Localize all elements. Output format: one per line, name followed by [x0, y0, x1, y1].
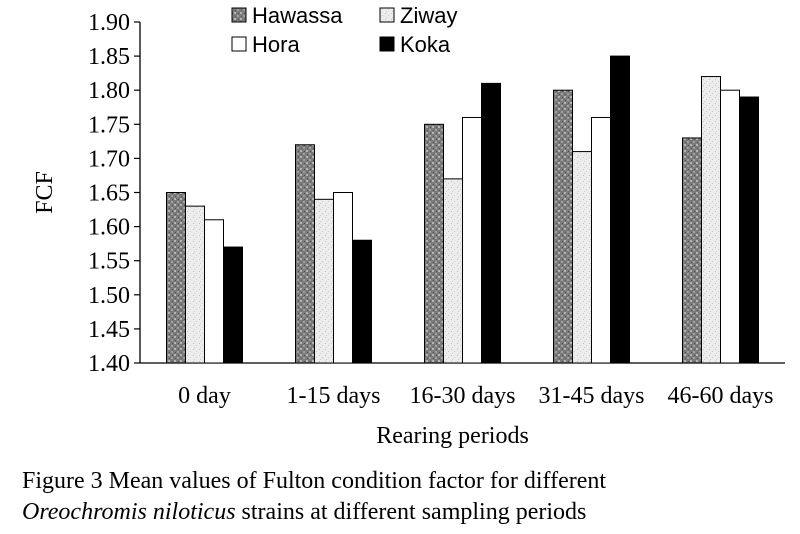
legend-label-ziway: Ziway [400, 3, 457, 28]
y-tick-label: 1.85 [88, 44, 130, 70]
legend-label-hawassa: Hawassa [252, 3, 343, 28]
legend-swatch-hora [231, 36, 247, 52]
x-tick-label: 16-30 days [410, 383, 516, 409]
bar-koka-0 [223, 246, 243, 364]
y-tick-label: 1.70 [88, 146, 130, 172]
bar-koka-2 [481, 82, 501, 364]
y-axis-title: FCF [32, 171, 58, 214]
bar-hawassa-3 [553, 89, 573, 364]
bar-hawassa-0 [166, 192, 186, 364]
y-tick-label: 1.75 [88, 112, 130, 138]
y-tick-label: 1.80 [88, 78, 130, 104]
bar-hawassa-2 [424, 123, 444, 364]
x-tick-label: 0 day [178, 383, 231, 409]
bar-chart: 1.40 1.45 1.50 1.55 1.60 1.65 1.70 1.75 1.80 1.85… [32, 3, 785, 449]
bar-hora-4 [720, 89, 740, 364]
x-tick-label: 1-15 days [287, 383, 381, 409]
bar-ziway-1 [314, 198, 334, 364]
y-tick-label: 1.65 [88, 181, 130, 207]
caption-line-2: strains at different sampling periods [235, 499, 587, 525]
caption-species: Oreochromis niloticus [22, 499, 236, 525]
legend-label-koka: Koka [400, 32, 451, 57]
y-axis-ticks: 1.40 1.45 1.50 1.55 1.60 1.65 1.70 1.75 1.80 1.85… [88, 10, 140, 377]
y-tick-label: 1.40 [88, 351, 130, 377]
bar-hawassa-4 [682, 137, 702, 364]
caption-line-1: Figure 3 Mean values of Fulton condition… [22, 468, 607, 494]
legend-swatch-hawassa [231, 7, 247, 23]
figure-caption: Figure 3 Mean values of Fulton condition… [22, 466, 792, 528]
y-tick-label: 1.90 [88, 10, 130, 36]
x-axis-title: Rearing periods [376, 423, 529, 449]
y-tick-label: 1.50 [88, 283, 130, 309]
bar-ziway-3 [572, 151, 592, 364]
bar-hora-3 [591, 116, 611, 364]
bar-hora-2 [462, 116, 482, 364]
legend-swatch-ziway [379, 7, 395, 23]
x-tick-label: 31-45 days [539, 383, 645, 409]
bar-koka-4 [739, 96, 759, 364]
x-axis-ticks: 0 day 1-15 days 16-30 days 31-45 days 46-60 … [178, 383, 773, 409]
bar-koka-3 [610, 55, 630, 364]
legend-swatch-koka [379, 36, 395, 52]
bars [166, 55, 759, 364]
bar-ziway-4 [701, 76, 721, 364]
bar-hora-1 [333, 192, 353, 364]
bar-hawassa-1 [295, 144, 315, 364]
y-tick-label: 1.60 [88, 215, 130, 241]
y-tick-label: 1.45 [88, 317, 130, 343]
bar-hora-0 [204, 219, 224, 364]
legend-label-hora: Hora [252, 32, 300, 57]
y-tick-label: 1.55 [88, 249, 130, 275]
bar-koka-1 [352, 239, 372, 364]
x-tick-label: 46-60 days [668, 383, 774, 409]
legend: Hawassa Ziway Hora Koka [231, 3, 457, 57]
bar-ziway-2 [443, 178, 463, 364]
bar-ziway-0 [185, 205, 205, 364]
